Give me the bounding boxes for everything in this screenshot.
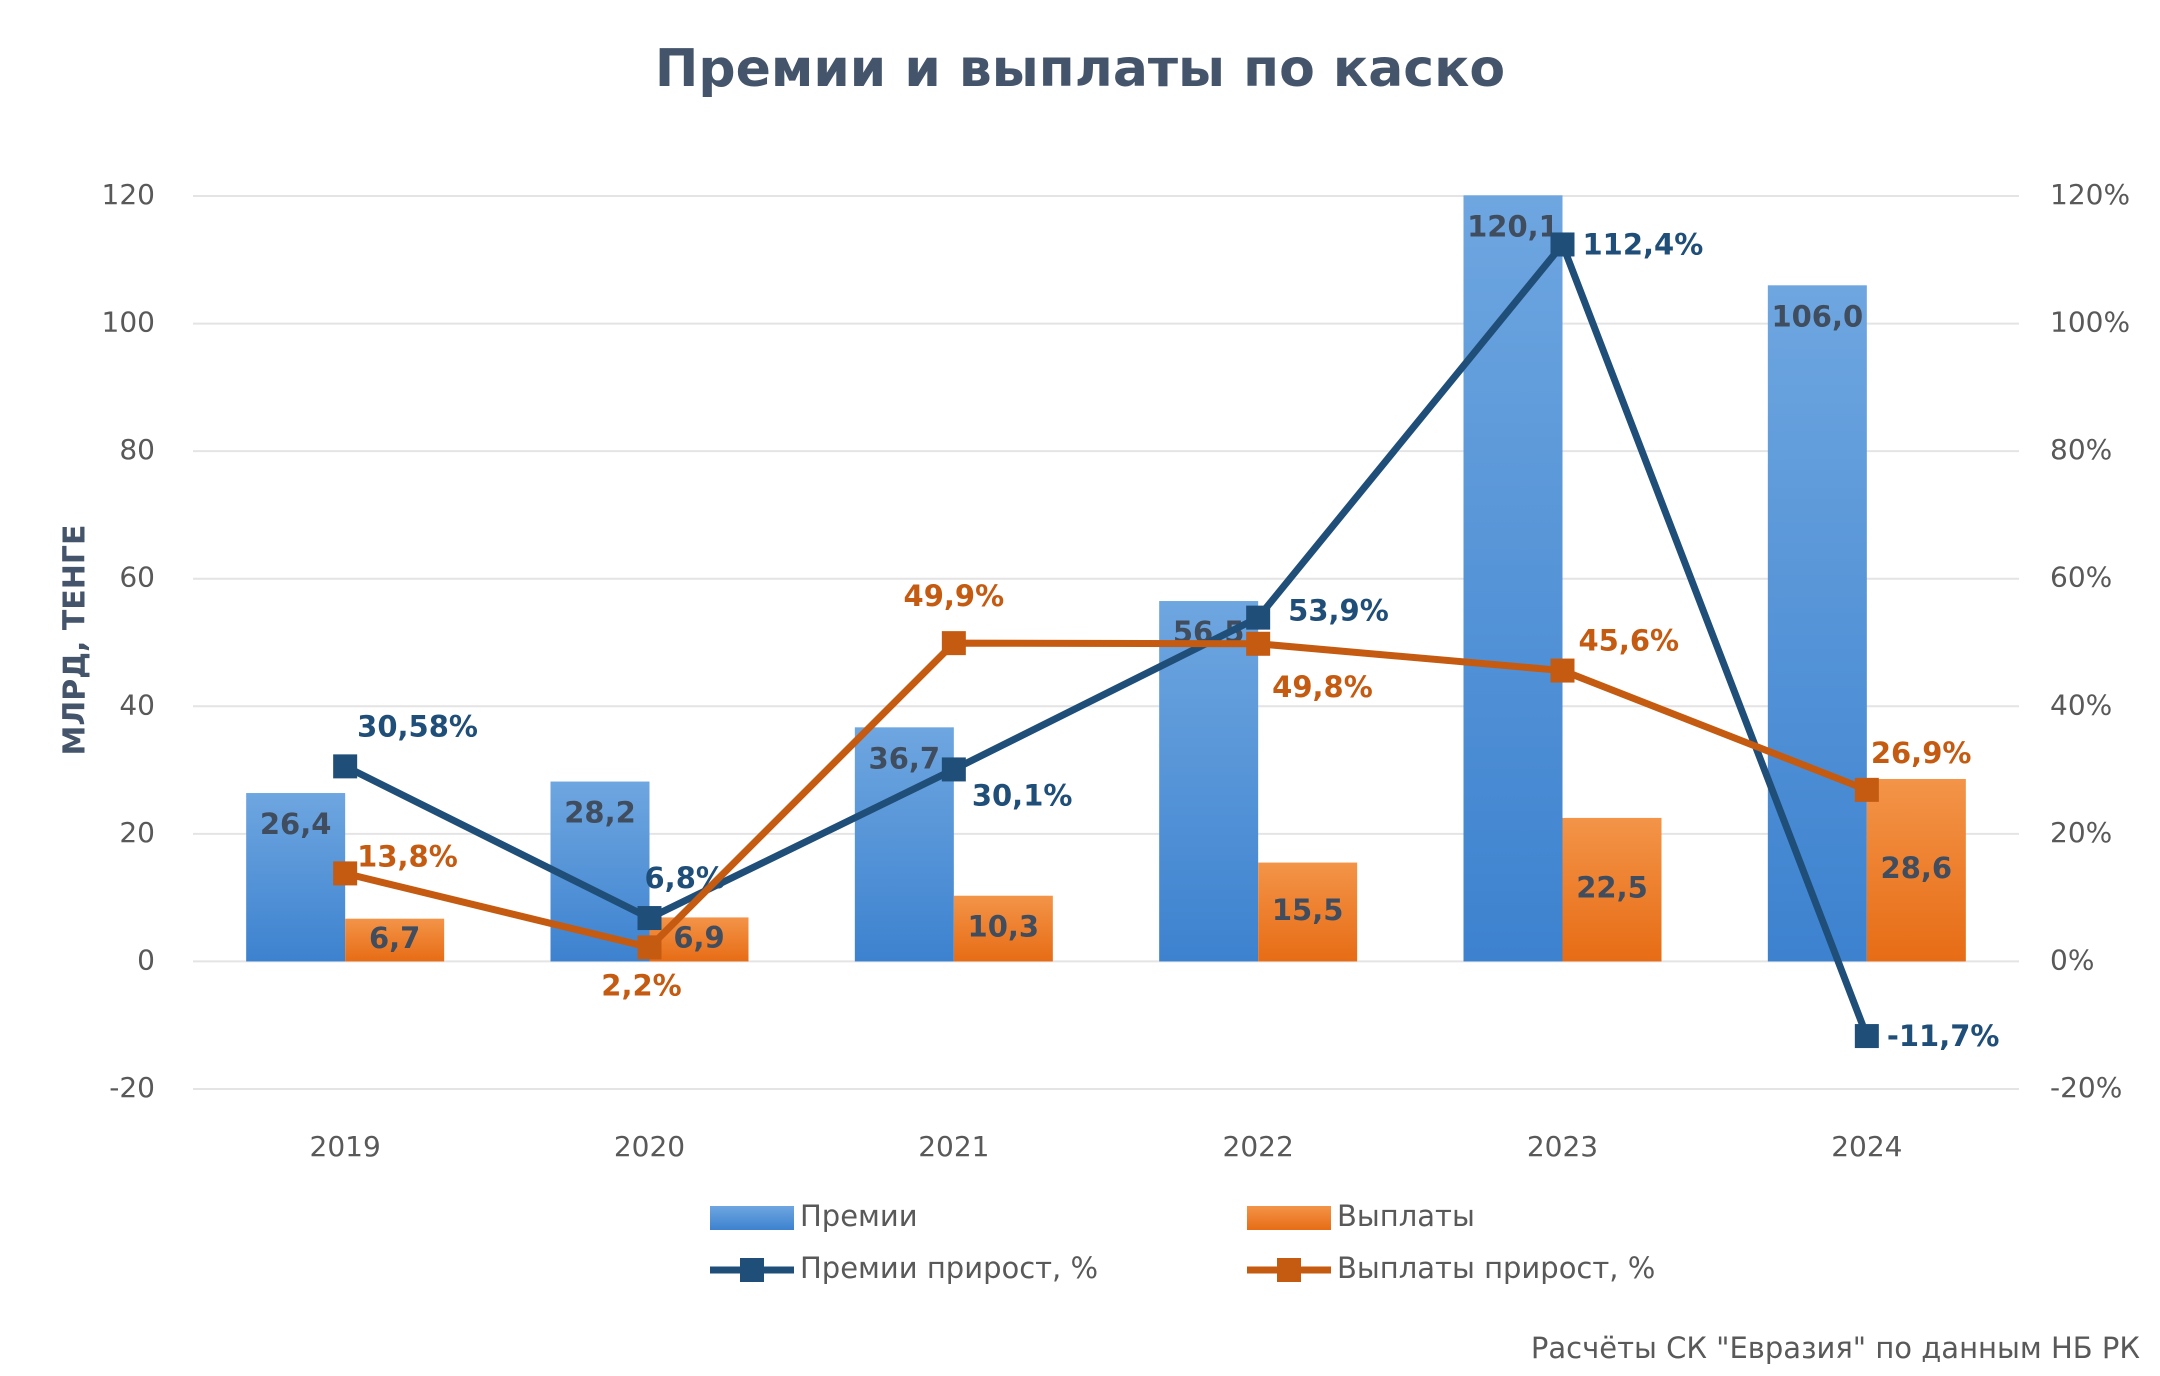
line-marker [333,754,358,779]
data-label: 26,9% [1871,736,1972,770]
y2-tick-label: 40% [2050,688,2112,721]
bar [854,727,954,962]
y-tick-label: -20 [109,1071,155,1104]
bar [345,918,445,962]
line-marker [941,631,966,656]
data-label: 30,58% [357,709,478,743]
data-label: 28,6 [1881,851,1953,885]
legend-label: Премии [800,1199,918,1233]
bar [550,781,650,962]
y-tick-label: 0 [137,943,155,976]
data-label: 49,9% [904,579,1005,613]
source: Расчёты СК "Евразия" по данным НБ РК [1531,1331,2141,1365]
data-label: 112,4% [1583,227,1704,261]
legend-label: Выплаты прирост, % [1337,1251,1655,1285]
y2-tick-label: 80% [2050,433,2112,466]
data-label: 30,1% [972,778,1073,812]
line [343,240,1871,1038]
line-marker [1854,777,1879,802]
data-label: 36,7 [869,741,941,775]
legend-label: Выплаты [1337,1199,1475,1233]
data-label: 49,8% [1272,670,1373,704]
y-tick-label: 60 [119,561,155,594]
line [344,639,1869,951]
data-label: 10,3 [968,910,1040,944]
legend-marker [740,1258,764,1282]
data-label: -11,7% [1887,1019,2000,1053]
bar [1562,817,1662,962]
line-marker [1550,232,1575,257]
y2-tick-label: 60% [2050,561,2112,594]
legend-swatch [1247,1206,1331,1230]
y-tick-label: 100 [102,306,155,339]
x-tick-label: 2020 [614,1130,685,1163]
x-tick-label: 2023 [1527,1130,1598,1163]
bar [1463,195,1563,962]
x-tick-label: 2021 [918,1130,989,1163]
bar [1159,601,1259,962]
data-label: 45,6% [1579,624,1680,658]
y2-tick-label: -20% [2050,1071,2122,1104]
data-label: 6,8% [645,861,725,895]
data-label: 120,1 [1467,209,1559,243]
y-tick-label: 40 [119,688,155,721]
data-label: 13,8% [357,839,458,873]
legend-swatch [710,1206,794,1230]
y2-tick-label: 100% [2050,306,2130,339]
line-marker [1854,1024,1879,1049]
x-tick-label: 2022 [1223,1130,1294,1163]
y-tick-label: 80 [119,433,155,466]
data-label: 22,5 [1576,871,1648,905]
data-label: 106,0 [1771,299,1863,333]
x-tick-label: 2024 [1831,1130,1902,1163]
y2-tick-label: 0% [2050,943,2094,976]
data-label: 2,2% [601,968,681,1002]
x-tick-label: 2019 [310,1130,381,1163]
bar [1258,862,1358,962]
legend-marker [1277,1258,1301,1282]
bar [953,895,1053,962]
line-marker [1246,631,1271,656]
line-marker [637,906,662,931]
line-marker [941,757,966,782]
bar [246,793,346,962]
data-label: 6,9 [673,920,724,954]
y2-tick-label: 120% [2050,178,2130,211]
legend-label: Премии прирост, % [800,1251,1098,1285]
bar [1767,285,1867,962]
line-marker [1246,605,1271,630]
chart-title: Премии и выплаты по каско [655,39,1505,99]
y-tick-label: 20 [119,816,155,849]
y-tick-label: 120 [102,178,155,211]
data-label: 26,4 [260,807,332,841]
line-marker [637,935,662,960]
data-label: 53,9% [1288,594,1389,628]
data-label: 28,2 [564,796,636,830]
y-axis-title: МЛРД, ТЕНГЕ [58,525,93,756]
line-marker [333,861,358,886]
bar [1866,779,1966,962]
line-marker [1550,658,1575,683]
y2-tick-label: 20% [2050,816,2112,849]
bar [649,917,749,962]
data-label: 15,5 [1272,893,1344,927]
data-label: 6,7 [369,921,420,955]
